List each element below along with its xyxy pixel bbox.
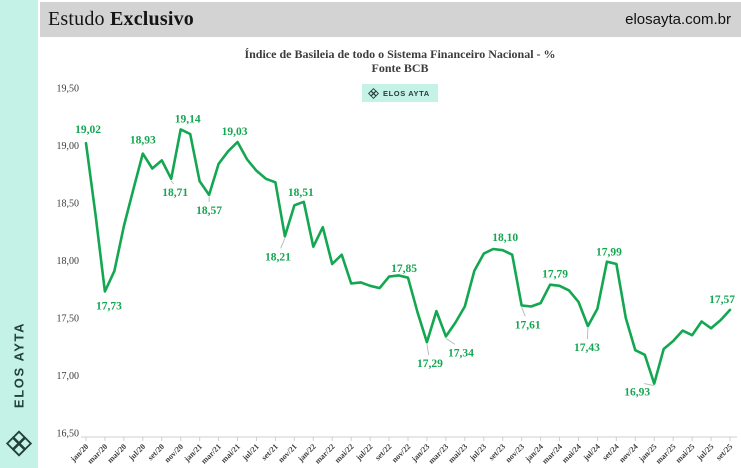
x-tick-label: mai/22 [333,442,356,465]
data-label: 17,57 [709,294,735,306]
x-tick-label: mai/21 [219,442,242,465]
y-tick-label: 17,50 [57,314,80,325]
data-label: 18,51 [288,187,314,199]
x-tick-label: jul/22 [354,442,375,463]
y-tick-label: 19,00 [57,141,80,152]
sidebar-brand-text: ELOS AYTA [11,321,27,409]
page-title-bold: Exclusivo [109,8,195,30]
elos-knot-icon [5,430,33,457]
y-tick-label: 16,50 [57,429,80,440]
page-title-regular: Estudo [48,8,110,30]
leader-line [280,238,286,249]
data-label: 17,85 [391,263,417,275]
leader-line [521,307,526,317]
x-tick-label: mar/24 [540,442,564,466]
site-url: elosayta.com.br [625,11,731,28]
data-label: 18,71 [162,187,188,199]
data-label: 18,93 [130,135,156,147]
legend: ELOS AYTA [362,84,438,102]
x-tick-label: mar/21 [199,442,223,466]
data-label: 17,99 [596,247,622,259]
leader-line [586,328,589,340]
data-label: 19,02 [75,124,101,136]
x-tick-label: mar/22 [313,442,337,466]
x-tick-label: jul/24 [581,442,602,463]
x-tick-label: nov/20 [163,442,185,464]
x-tick-label: mai/20 [106,442,129,465]
x-tick-label: mar/25 [654,442,678,466]
legend-elos-knot-icon [368,87,379,99]
data-label: 19,14 [175,113,201,125]
x-tick-label: nov/21 [276,442,298,464]
leader-line [643,383,655,386]
y-tick-label: 17,00 [57,371,80,382]
y-tick-label: 18,00 [57,256,80,267]
chart-title: Índice de Basileia de todo o Sistema Fin… [244,47,556,61]
x-tick-label: jul/21 [240,442,261,463]
x-tick-label: mar/23 [427,442,451,466]
data-label: 18,57 [196,205,222,217]
x-tick-label: nov/24 [617,442,639,464]
x-tick-label: mai/24 [560,442,583,465]
x-tick-label: jul/25 [695,442,716,463]
data-label: 18,10 [492,232,518,244]
brand-sidebar: ELOS AYTA [0,0,38,468]
data-label: 17,73 [96,301,122,313]
y-tick-label: 19,50 [57,84,80,95]
chart-line [84,128,732,385]
leader-line [170,180,174,185]
data-label: 16,93 [624,387,650,399]
chart-subtitle: Fonte BCB [371,61,429,75]
leader-line [426,344,430,356]
data-label: 17,29 [417,358,443,370]
x-tick-label: nov/22 [390,442,412,464]
data-label: 17,79 [542,269,568,281]
x-tick-label: jul/23 [467,442,488,463]
header-bar: Estudo Exclusivo elosayta.com.br [40,2,741,37]
page-title: Estudo Exclusivo [48,8,194,31]
x-tick-label: mar/20 [86,442,110,466]
data-label: 17,43 [574,342,600,354]
x-tick-label: mai/23 [447,442,470,465]
data-label: 17,34 [448,347,474,359]
x-tick-label: nov/23 [504,442,526,464]
legend-label: ELOS AYTA [383,88,430,98]
y-tick-label: 18,50 [57,199,80,210]
x-tick-label: mai/25 [674,442,697,465]
data-label: 18,21 [265,251,291,263]
x-tick-label: set/25 [714,442,734,462]
leader-line [445,338,456,345]
data-label: 19,03 [222,126,248,138]
x-tick-label: jul/20 [126,442,147,463]
data-label: 17,61 [515,319,541,331]
